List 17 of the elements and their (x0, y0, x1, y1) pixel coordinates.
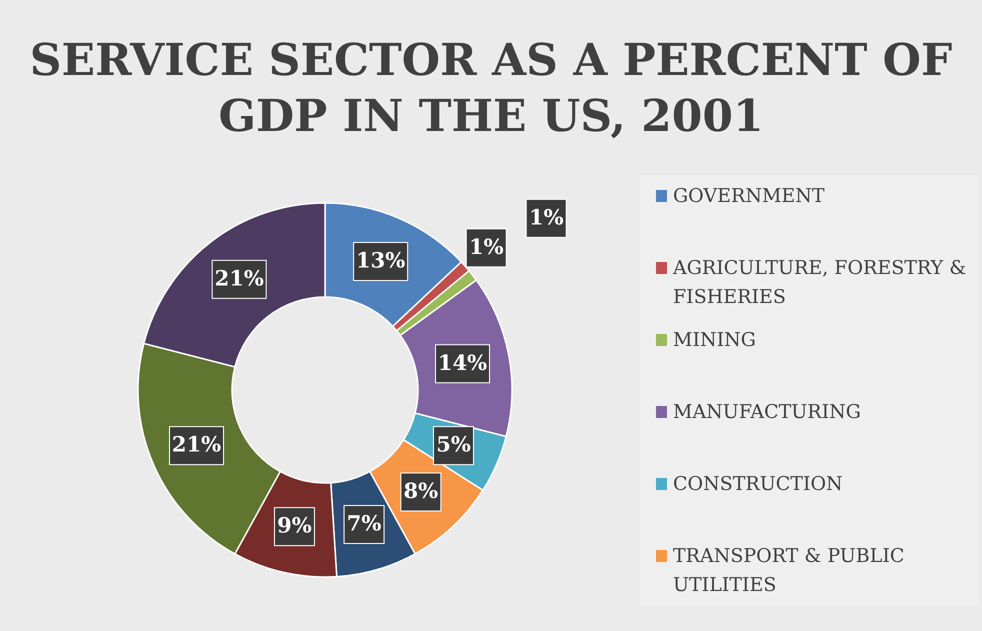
legend-label: TRANSPORT & PUBLIC UTILITIES (673, 545, 904, 596)
data-label: 8% (404, 478, 438, 504)
chart-title: SERVICE SECTOR AS A PERCENT OF GDP IN THE US, 2001 (30, 35, 952, 142)
data-label: 7% (346, 510, 382, 536)
data-label: 21% (172, 432, 222, 457)
legend-label: CONSTRUCTION (673, 473, 843, 495)
data-label: 1% (468, 234, 504, 259)
data-label: 1% (528, 204, 564, 230)
legend-label: GOVERNMENT (673, 185, 825, 207)
legend-label: MINING (673, 329, 756, 351)
data-label: 9% (277, 512, 312, 538)
data-label: 14% (438, 350, 488, 375)
legend-label: AGRICULTURE, FORESTRY & FISHERIES (672, 257, 966, 308)
legend-label: MANUFACTURING (673, 401, 861, 423)
data-label: 5% (436, 432, 471, 457)
data-label: 21% (214, 265, 264, 290)
data-label: 13% (356, 248, 406, 273)
